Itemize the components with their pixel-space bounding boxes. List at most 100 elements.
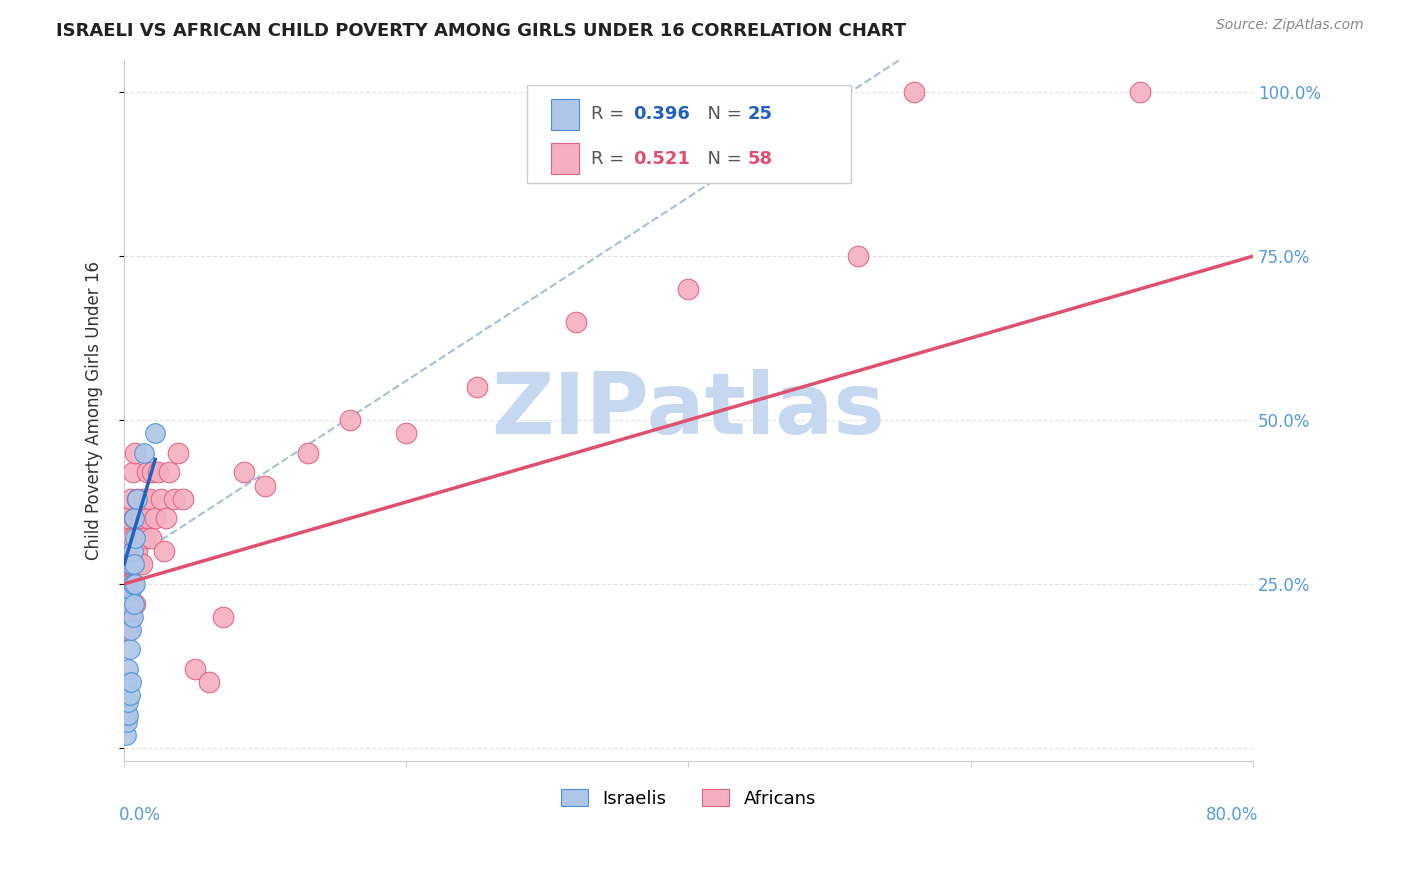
Point [117,708,139,723]
Point [125,491,148,506]
Point [124,531,146,545]
Point [114,558,136,572]
Point [114,708,136,723]
Point [162,491,184,506]
Point [120,675,142,690]
Point [121,609,143,624]
Point [339,413,361,427]
Point [118,597,141,611]
Point [254,478,277,492]
Y-axis label: Child Poverty Among Girls Under 16: Child Poverty Among Girls Under 16 [86,260,103,559]
Text: R =: R = [591,105,630,123]
Point [131,558,153,572]
Text: Source: ZipAtlas.com: Source: ZipAtlas.com [1216,18,1364,32]
Point [117,597,139,611]
Point [121,544,143,558]
Point [155,511,177,525]
Point [115,714,138,729]
Point [465,380,488,394]
Point [118,577,141,591]
Point [120,558,142,572]
Point [120,558,142,572]
Point [120,597,142,611]
Text: 0.0%: 0.0% [118,806,160,824]
Point [122,511,145,525]
Point [141,466,163,480]
Point [564,315,586,329]
Point [118,642,141,657]
Point [132,446,155,460]
Point [183,662,205,676]
Point [139,531,162,545]
Point [297,446,319,460]
Point [124,446,146,460]
Point [124,597,146,611]
Point [120,623,142,637]
Point [118,688,141,702]
Text: N =: N = [696,150,748,168]
Text: 0.521: 0.521 [633,150,689,168]
Text: 0.396: 0.396 [633,105,689,123]
Point [128,531,150,545]
Point [1129,86,1152,100]
Point [117,511,139,525]
Point [233,466,256,480]
Point [132,491,155,506]
Point [129,511,152,525]
Point [124,577,146,591]
Point [152,544,174,558]
Text: 58: 58 [748,150,773,168]
Point [125,491,148,506]
Point [127,558,149,572]
Point [846,249,869,263]
Point [172,491,194,506]
Point [115,675,138,690]
Point [118,531,141,545]
Text: N =: N = [696,105,748,123]
Point [121,577,143,591]
Point [125,544,148,558]
Point [114,597,136,611]
Text: ISRAELI VS AFRICAN CHILD POVERTY AMONG GIRLS UNDER 16 CORRELATION CHART: ISRAELI VS AFRICAN CHILD POVERTY AMONG G… [56,22,907,40]
Point [903,86,925,100]
Point [146,466,169,480]
Point [143,426,166,441]
Point [122,511,145,525]
Point [124,544,146,558]
Text: ZIPatlas: ZIPatlas [492,368,886,451]
Point [135,466,157,480]
Point [143,511,166,525]
Point [121,466,143,480]
Point [115,577,138,591]
Point [120,491,142,506]
Point [157,466,180,480]
Point [122,558,145,572]
Point [121,531,143,545]
Point [197,675,219,690]
Point [149,491,172,506]
Legend: Israelis, Africans: Israelis, Africans [554,782,824,815]
Point [166,446,188,460]
Point [120,583,142,598]
Point [118,609,141,624]
Point [134,531,156,545]
Point [138,491,160,506]
Point [678,282,700,296]
Point [122,558,145,572]
Point [212,609,235,624]
Point [117,558,139,572]
Text: 80.0%: 80.0% [1206,806,1258,824]
Point [122,597,145,611]
Text: 25: 25 [748,105,773,123]
Point [115,609,138,624]
Point [136,511,159,525]
Text: R =: R = [591,150,630,168]
Point [114,728,136,742]
Point [117,695,139,709]
Point [115,544,138,558]
Point [117,623,139,637]
Point [121,577,143,591]
Point [127,511,149,525]
Point [117,662,139,676]
Point [395,426,418,441]
